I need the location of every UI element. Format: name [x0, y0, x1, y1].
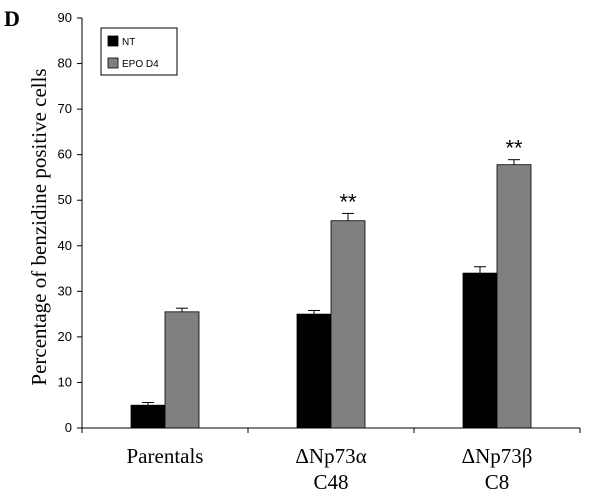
- legend-swatch: [107, 57, 119, 69]
- y-axis-label: Percentage of benzidine positive cells: [27, 68, 51, 385]
- x-category-label: C48: [313, 470, 348, 494]
- bar-epo-d4: [496, 164, 532, 429]
- legend-swatch: [107, 35, 119, 47]
- panel-label: D: [4, 6, 20, 31]
- significance-marker: **: [505, 136, 523, 161]
- y-tick-label: 10: [58, 374, 72, 389]
- x-category-label: Parentals: [127, 444, 204, 468]
- y-tick-label: 80: [58, 56, 72, 71]
- legend-label: NT: [122, 37, 135, 48]
- y-tick-label: 0: [65, 420, 72, 435]
- y-tick-label: 50: [58, 192, 72, 207]
- y-tick-label: 60: [58, 147, 72, 162]
- y-tick-label: 70: [58, 101, 72, 116]
- legend-label: EPO D4: [122, 59, 159, 70]
- legend: NT EPO D4: [100, 27, 178, 76]
- y-tick-label: 30: [58, 283, 72, 298]
- bar-nt: [130, 404, 166, 429]
- y-tick-label: 20: [58, 329, 72, 344]
- bar-epo-d4: [164, 311, 200, 429]
- x-category-label: ΔNp73α: [295, 444, 366, 468]
- bar-epo-d4: [330, 220, 366, 429]
- y-tick-label: 90: [58, 10, 72, 25]
- bar-nt: [462, 272, 498, 429]
- x-category-label: C8: [485, 470, 510, 494]
- x-category-label: ΔNp73β: [462, 444, 533, 468]
- significance-marker: **: [339, 189, 357, 214]
- bar-nt: [296, 313, 332, 429]
- y-tick-label: 40: [58, 238, 72, 253]
- y-axis-label-group: Percentage of benzidine positive cells: [27, 68, 51, 385]
